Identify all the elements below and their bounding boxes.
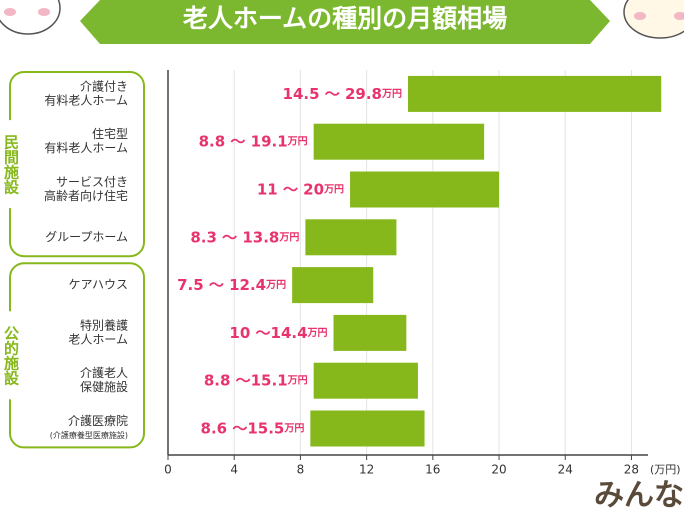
group-label: 民間施設 bbox=[2, 134, 20, 195]
cat-right bbox=[623, 0, 684, 39]
category-label: 介護医療院 bbox=[68, 413, 128, 428]
bar bbox=[310, 410, 425, 447]
group-label: 公的施設 bbox=[2, 325, 20, 386]
value-label-text: 10 ～14.4 bbox=[229, 323, 307, 341]
category-label: 介護付き bbox=[80, 78, 128, 93]
value-label-unit: 万円 bbox=[287, 136, 308, 148]
cat-left bbox=[0, 0, 61, 35]
x-tick-label: 16 bbox=[425, 463, 440, 477]
category-label: 有料老人ホーム bbox=[44, 141, 128, 155]
value-label-text: 8.6 ～15.5 bbox=[201, 419, 285, 437]
logo: みんなの介護 bbox=[594, 478, 684, 513]
category-label: (介護療養型医療施設) bbox=[50, 430, 128, 440]
value-label-text: 8.3 ～ 13.8 bbox=[190, 228, 279, 246]
value-label: 11 ～ 20万円 bbox=[257, 180, 344, 198]
x-tick-label: 24 bbox=[558, 463, 573, 477]
x-tick-label: 20 bbox=[491, 463, 506, 477]
category-label: 高齢者向け住宅 bbox=[44, 188, 128, 203]
value-label: 14.5 ～ 29.8万円 bbox=[283, 84, 402, 102]
group-label-bg bbox=[2, 120, 20, 209]
value-label-text: 8.8 ～15.1 bbox=[204, 371, 288, 389]
x-tick-label: 12 bbox=[359, 463, 374, 477]
title-banner bbox=[80, 0, 610, 44]
chart-title: 老人ホームの種別の月額相場 bbox=[183, 4, 507, 33]
bar bbox=[350, 171, 500, 208]
category-label: ケアハウス bbox=[68, 278, 128, 292]
value-label-unit: 万円 bbox=[278, 231, 299, 243]
category-label: サービス付き bbox=[56, 175, 128, 189]
value-label-text: 11 ～ 20 bbox=[257, 180, 324, 198]
value-label: 7.5 ～ 12.4万円 bbox=[177, 276, 286, 294]
x-tick-label: 28 bbox=[624, 463, 639, 477]
bar bbox=[313, 123, 485, 160]
category-label: 住宅型 bbox=[92, 126, 128, 141]
x-unit-label: (万円) bbox=[650, 463, 681, 476]
value-label-unit: 万円 bbox=[307, 327, 328, 339]
value-label-text: 8.8 ～ 19.1 bbox=[199, 132, 288, 150]
x-tick-label: 4 bbox=[230, 463, 238, 477]
value-label-text: 7.5 ～ 12.4 bbox=[177, 276, 266, 294]
bar bbox=[408, 75, 662, 112]
bar bbox=[313, 362, 418, 399]
value-label: 8.8 ～15.1万円 bbox=[204, 371, 308, 389]
bar bbox=[292, 267, 374, 304]
value-label-unit: 万円 bbox=[381, 88, 402, 100]
category-label: 保健施設 bbox=[80, 379, 128, 394]
category-label: 有料老人ホーム bbox=[44, 93, 128, 107]
value-label: 8.8 ～ 19.1万円 bbox=[199, 132, 308, 150]
bar bbox=[333, 314, 407, 351]
value-label-unit: 万円 bbox=[283, 423, 304, 435]
value-label-text: 14.5 ～ 29.8 bbox=[283, 84, 382, 102]
category-label: 介護老人 bbox=[80, 365, 128, 380]
category-label: 特別養護 bbox=[80, 317, 128, 332]
value-label-unit: 万円 bbox=[287, 375, 308, 387]
x-tick-label: 8 bbox=[297, 463, 305, 477]
category-label: 老人ホーム bbox=[68, 332, 128, 346]
x-tick-label: 0 bbox=[164, 463, 172, 477]
value-label-unit: 万円 bbox=[323, 184, 344, 196]
value-label: 8.6 ～15.5万円 bbox=[201, 419, 305, 437]
value-label: 10 ～14.4万円 bbox=[229, 323, 327, 341]
value-label: 8.3 ～ 13.8万円 bbox=[190, 228, 299, 246]
bar bbox=[305, 219, 397, 256]
value-label-unit: 万円 bbox=[265, 279, 286, 291]
category-label: グループホーム bbox=[45, 230, 128, 244]
group-label-bg bbox=[2, 311, 20, 400]
